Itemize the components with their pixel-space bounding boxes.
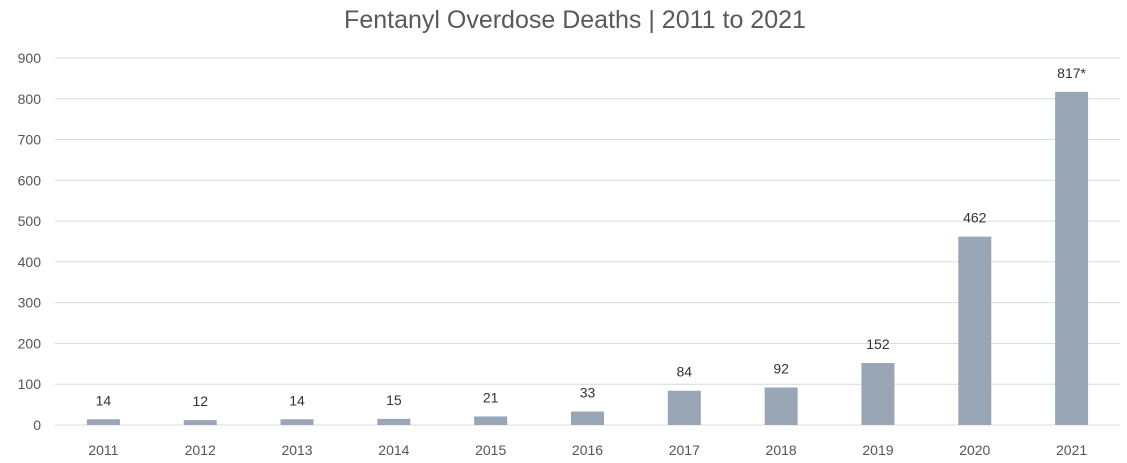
y-tick-label: 100 <box>18 376 42 392</box>
bar-2014 <box>377 418 411 425</box>
data-label-2012: 12 <box>192 393 208 409</box>
x-tick-label-2012: 2012 <box>185 442 216 458</box>
y-tick-label: 900 <box>18 50 42 66</box>
data-label-2011: 14 <box>96 392 112 408</box>
x-tick-label-2021: 2021 <box>1056 442 1087 458</box>
bar-2018 <box>764 387 798 425</box>
bar-2019 <box>861 363 895 425</box>
data-label-2014: 15 <box>386 392 402 408</box>
x-tick-label-2015: 2015 <box>475 442 506 458</box>
x-tick-label-2017: 2017 <box>669 442 700 458</box>
y-tick-label: 400 <box>18 254 42 270</box>
y-tick-label: 500 <box>18 213 42 229</box>
bar-2020 <box>958 236 992 425</box>
y-tick-label: 300 <box>18 295 42 311</box>
bar-2017 <box>667 390 701 425</box>
bar-2013 <box>280 419 314 425</box>
data-label-2018: 92 <box>773 360 789 376</box>
y-tick-label: 700 <box>18 132 42 148</box>
x-tick-label-2020: 2020 <box>959 442 990 458</box>
bar-2021 <box>1055 91 1089 426</box>
y-tick-label: 800 <box>18 91 42 107</box>
bar-2016 <box>571 411 604 425</box>
bar-2011 <box>86 419 120 425</box>
x-tick-label-2019: 2019 <box>862 442 893 458</box>
x-tick-label-2014: 2014 <box>378 442 409 458</box>
x-tick-label-2013: 2013 <box>281 442 312 458</box>
x-tick-label-2011: 2011 <box>88 442 118 458</box>
data-label-2013: 14 <box>289 392 305 408</box>
data-label-2020: 462 <box>963 210 987 226</box>
data-label-2015: 21 <box>483 389 499 405</box>
y-tick-label: 200 <box>18 335 42 351</box>
data-label-2019: 152 <box>866 336 890 352</box>
data-label-2017: 84 <box>677 364 693 380</box>
x-tick-label-2016: 2016 <box>572 442 603 458</box>
x-tick-label-2018: 2018 <box>766 442 797 458</box>
data-label-2016: 33 <box>580 385 596 401</box>
data-label-2021: 817* <box>1057 65 1086 81</box>
bar-2015 <box>474 416 508 425</box>
chart-title: Fentanyl Overdose Deaths | 2011 to 2021 <box>344 6 806 34</box>
y-tick-label: 0 <box>33 417 41 433</box>
y-tick-label: 600 <box>18 172 42 188</box>
bar-2012 <box>183 420 217 425</box>
